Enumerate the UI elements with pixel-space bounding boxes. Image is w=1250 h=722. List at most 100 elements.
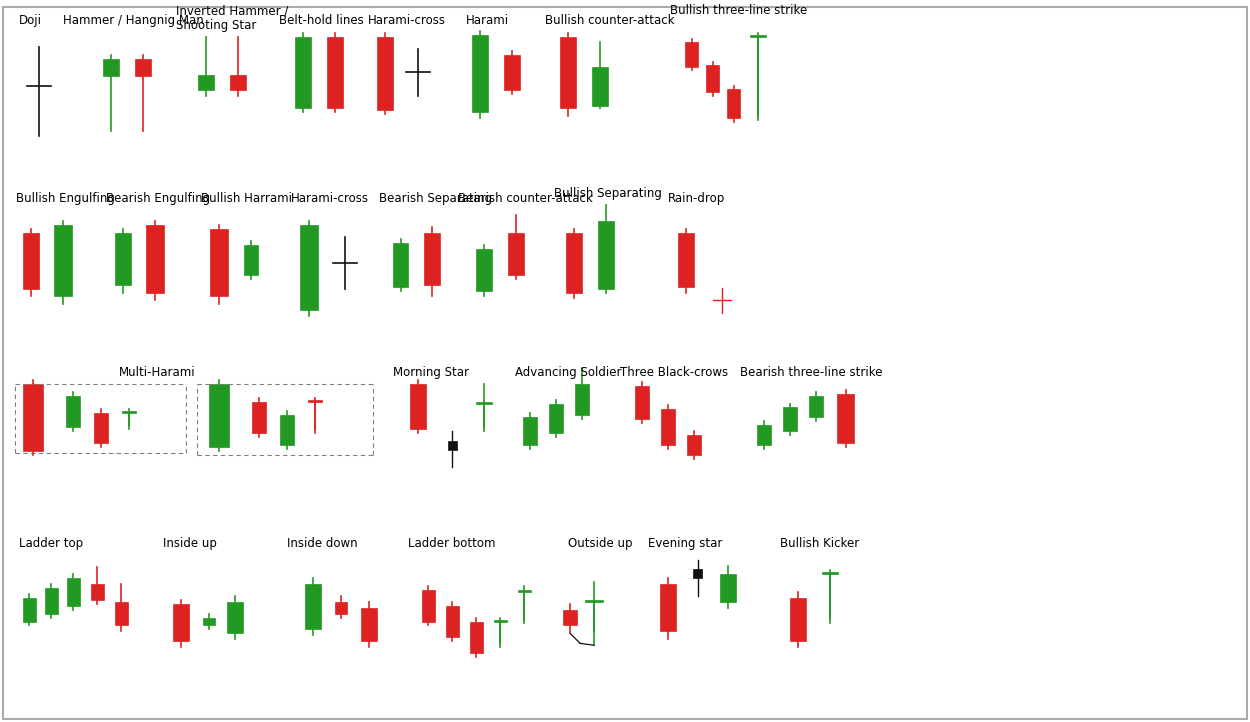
Bar (678, 233, 694, 287)
Bar (750, 35, 766, 37)
Text: Bullish Engulfing: Bullish Engulfing (16, 192, 115, 205)
Bar (115, 601, 128, 625)
Bar (135, 58, 151, 77)
Text: Bullish counter-attack: Bullish counter-attack (545, 14, 675, 27)
Bar (585, 600, 602, 601)
Bar (54, 225, 72, 297)
Bar (661, 409, 675, 445)
Bar (146, 225, 164, 292)
Bar (94, 414, 109, 443)
Text: Belt-hold lines: Belt-hold lines (279, 14, 364, 27)
Bar (228, 601, 242, 633)
Bar (308, 399, 321, 401)
Bar (836, 393, 855, 443)
Bar (422, 590, 435, 622)
Bar (635, 386, 649, 419)
Bar (91, 584, 104, 600)
Bar (472, 35, 489, 112)
Bar (448, 440, 456, 450)
Bar (476, 249, 492, 290)
Text: Inside down: Inside down (286, 537, 357, 550)
Bar (66, 578, 80, 606)
Bar (549, 404, 564, 433)
Bar (504, 55, 520, 90)
Text: Bullish three-line strike: Bullish three-line strike (670, 4, 808, 17)
Text: Bullish Kicker: Bullish Kicker (780, 537, 859, 550)
Text: Bullish Separating: Bullish Separating (554, 188, 662, 201)
Bar (821, 572, 838, 574)
Bar (592, 66, 608, 106)
Bar (251, 401, 266, 433)
Text: Harami-cross: Harami-cross (291, 192, 369, 205)
Bar (376, 37, 392, 110)
Bar (305, 584, 321, 630)
Bar (686, 435, 701, 455)
Bar (720, 574, 736, 601)
Bar (326, 37, 342, 108)
Bar (425, 233, 440, 284)
Bar (66, 396, 80, 427)
Text: Shooting Star: Shooting Star (176, 19, 256, 32)
Text: Bearish counter-attack: Bearish counter-attack (459, 192, 592, 205)
Text: Inverted Hammer /: Inverted Hammer / (176, 4, 289, 17)
Text: Multi-Harami: Multi-Harami (119, 366, 196, 379)
Bar (173, 604, 189, 641)
Bar (509, 233, 524, 274)
Bar (706, 64, 719, 92)
Bar (45, 588, 58, 614)
Bar (685, 42, 699, 66)
Text: Ladder top: Ladder top (19, 537, 84, 550)
Bar (660, 584, 676, 632)
Bar (230, 74, 246, 90)
Bar (335, 601, 346, 614)
Bar (575, 383, 589, 415)
Bar (560, 37, 576, 108)
Text: Advancing Soldier: Advancing Soldier (515, 366, 621, 379)
Bar (22, 598, 36, 622)
Bar (566, 233, 582, 292)
Text: Outside up: Outside up (569, 537, 632, 550)
Bar (104, 58, 119, 77)
Bar (209, 383, 229, 447)
Bar (809, 396, 822, 417)
Text: Morning Star: Morning Star (392, 366, 469, 379)
Bar (494, 619, 506, 622)
Text: Bullish Harrami: Bullish Harrami (201, 192, 292, 205)
Text: Evening star: Evening star (648, 537, 722, 550)
Bar (24, 383, 44, 451)
Bar (518, 590, 531, 592)
Text: Harami: Harami (466, 14, 510, 27)
Bar (210, 229, 227, 297)
Text: Bearish Engulfing: Bearish Engulfing (106, 192, 210, 205)
Bar (756, 425, 771, 445)
Text: Bearish three-line strike: Bearish three-line strike (740, 366, 882, 379)
Bar (300, 225, 318, 310)
Bar (360, 608, 376, 641)
Bar (280, 415, 294, 445)
Text: Three Black-crows: Three Black-crows (620, 366, 729, 379)
Text: Bearish Separating: Bearish Separating (379, 192, 491, 205)
Text: Hammer / Hangnig Man: Hammer / Hangnig Man (64, 14, 204, 27)
Bar (198, 74, 214, 90)
Bar (694, 570, 703, 578)
Bar (24, 233, 39, 289)
Bar (782, 407, 796, 431)
Bar (524, 417, 538, 445)
Bar (244, 245, 258, 274)
Bar (392, 243, 409, 287)
Bar (728, 90, 740, 118)
Bar (410, 383, 426, 430)
Bar (790, 598, 805, 641)
Text: Doji: Doji (19, 14, 42, 27)
Bar (122, 412, 136, 414)
Bar (476, 401, 492, 404)
Bar (115, 233, 131, 284)
Text: Harami-cross: Harami-cross (368, 14, 445, 27)
Bar (470, 622, 482, 653)
Bar (446, 606, 459, 638)
Bar (564, 609, 578, 625)
Text: Inside up: Inside up (162, 537, 217, 550)
Text: Rain-drop: Rain-drop (668, 192, 725, 205)
Text: Ladder bottom: Ladder bottom (409, 537, 496, 550)
Bar (598, 221, 614, 289)
